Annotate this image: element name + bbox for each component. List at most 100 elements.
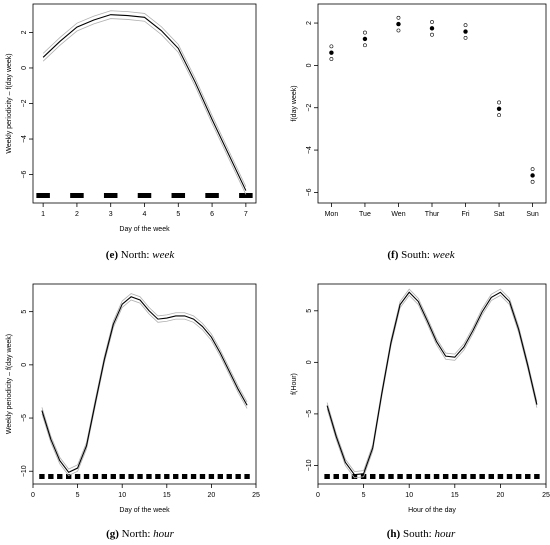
x-tick-label: 1 <box>41 211 45 218</box>
estimate-point <box>496 106 502 111</box>
lower-bound-point <box>396 28 401 33</box>
rug-mark <box>239 193 253 198</box>
y-tick-label: −6 <box>306 188 313 196</box>
y-tick-label: −4 <box>306 146 313 154</box>
lower-confidence-line <box>41 299 248 476</box>
x-tick-label: 0 <box>316 492 320 499</box>
rug-mark <box>406 474 412 479</box>
panel-g: 0 5 10 15 20 25 5 0 −5 −10 Day of the week Weekly p… <box>6 283 260 540</box>
x-tick-label: 0 <box>31 492 35 499</box>
y-tick-label: 0 <box>21 66 28 70</box>
y-tick-label: −6 <box>21 170 28 178</box>
x-tick-label: 5 <box>176 211 180 218</box>
x-tick-label: 3 <box>109 211 113 218</box>
y-tick-label: −5 <box>306 410 313 418</box>
rug-mark <box>48 474 54 479</box>
x-tick-label: 20 <box>208 492 216 499</box>
rug-mark <box>452 474 458 479</box>
rug-mark <box>103 193 118 198</box>
rug-mark <box>199 474 206 479</box>
fit-line <box>42 14 247 191</box>
lower-bound-point <box>497 113 501 118</box>
rug-mark <box>397 474 403 479</box>
lower-bound-point <box>463 35 468 40</box>
fit-line <box>41 296 248 473</box>
rug-mark <box>351 474 358 479</box>
x-tick-label: Sun <box>526 211 539 218</box>
x-axis-label: Hour of the day <box>408 507 456 514</box>
rug-mark <box>83 474 90 479</box>
caption-variable: hour <box>153 528 175 540</box>
x-tick-label: 15 <box>451 492 459 499</box>
lower-bound-point <box>530 179 535 184</box>
rug-mark <box>171 193 186 198</box>
rug-mark <box>379 474 385 479</box>
y-tick-label: 2 <box>21 30 28 34</box>
panel-caption: (f) South: week <box>387 249 455 261</box>
x-tick-label: 10 <box>118 492 126 499</box>
y-tick-label: −2 <box>306 104 313 112</box>
rug-mark <box>442 474 449 479</box>
y-tick-label: 0 <box>306 360 313 364</box>
panel-e: 1 2 3 4 5 6 7 2 0 −2 −4 −6 Day of the week Weekly per… <box>6 3 257 261</box>
rug-mark <box>324 474 330 479</box>
rug-mark <box>70 193 84 198</box>
lower-bound-point <box>329 57 334 61</box>
upper-confidence-line <box>42 10 247 187</box>
y-axis-label: Weekly periodicity – f(day week) <box>6 334 13 434</box>
lower-bound-point <box>430 32 434 37</box>
caption-variable: hour <box>434 528 456 540</box>
rug-mark <box>181 474 188 479</box>
y-tick-label: −10 <box>306 459 313 471</box>
rug-mark <box>226 474 232 479</box>
estimate-point <box>530 173 535 178</box>
y-tick-label: −10 <box>21 465 28 477</box>
y-tick-label: −4 <box>21 135 28 143</box>
panel-h: 0 5 10 15 20 25 5 0 −5 −10 Hour of the day f(Hour) (… <box>291 283 550 540</box>
fit-line <box>326 291 538 476</box>
upper-bound-point <box>530 167 535 172</box>
y-tick-label: −5 <box>21 414 28 422</box>
rug-mark <box>155 474 161 479</box>
caption-letter: (h) <box>387 528 401 540</box>
plot-frame <box>317 283 547 485</box>
rug-mark <box>39 474 45 479</box>
upper-confidence-line <box>41 293 248 470</box>
lower-confidence-line <box>326 294 538 479</box>
rug-mark <box>205 193 219 198</box>
lower-bound-point <box>363 43 367 48</box>
caption-region: South: <box>400 528 434 540</box>
rug-mark <box>164 474 170 479</box>
panel-caption: (g) North: hour <box>106 528 175 540</box>
x-tick-label: 7 <box>244 211 248 218</box>
x-tick-label: 4 <box>143 211 147 218</box>
rug-mark <box>244 474 250 479</box>
panel-f: Mon Tue Wen Thur Fri Sat Sun 2 0 −2 −4 −6 f(day week… <box>291 3 547 261</box>
rug-mark <box>424 474 431 479</box>
rug-mark <box>415 474 422 479</box>
x-tick-label: 6 <box>210 211 214 218</box>
caption-letter: (f) <box>387 249 398 261</box>
upper-bound-point <box>329 44 334 49</box>
estimate-point <box>362 36 368 42</box>
rug-mark <box>479 474 485 479</box>
plot-frame <box>32 283 257 485</box>
estimate-point <box>396 21 401 27</box>
rug-mark <box>217 474 223 479</box>
estimate-point <box>329 50 334 55</box>
y-tick-label: 0 <box>306 63 313 67</box>
estimate-point <box>429 26 435 31</box>
upper-bound-point <box>363 30 367 35</box>
rug-mark <box>534 474 540 479</box>
rug-mark <box>36 193 50 198</box>
rug-mark <box>369 474 376 479</box>
caption-region: North: <box>118 249 152 261</box>
x-axis-label: Day of the week <box>119 226 170 233</box>
rug-mark <box>66 474 72 479</box>
x-tick-label: 25 <box>252 492 260 499</box>
upper-confidence-line <box>326 288 538 473</box>
x-tick-label: Fri <box>461 211 470 218</box>
rug-mark <box>101 474 108 479</box>
y-tick-label: 2 <box>306 21 313 25</box>
